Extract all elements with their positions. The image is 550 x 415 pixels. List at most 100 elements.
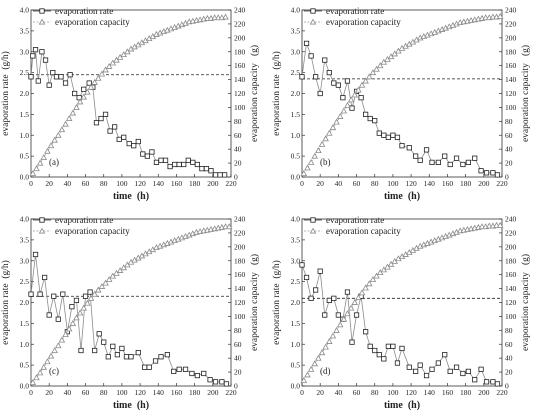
x-tick-label: 60 <box>82 179 90 188</box>
x-tick-label: 0 <box>300 179 304 188</box>
legend-capacity-label: evaporation capacity <box>55 17 130 27</box>
rate-point <box>322 57 328 63</box>
capacity-point <box>340 315 348 322</box>
rate-point <box>399 143 405 149</box>
y2-tick-label: 220 <box>505 228 517 237</box>
x-tick-label: 180 <box>460 388 472 397</box>
y2-tick-label: 160 <box>234 270 246 279</box>
capacity-point <box>87 83 95 90</box>
rate-point <box>349 105 355 111</box>
rate-point <box>87 289 93 295</box>
capacity-point <box>355 86 362 93</box>
rate-point <box>121 134 127 140</box>
y2-tick-label: 100 <box>505 312 517 321</box>
rate-point <box>190 159 196 165</box>
rate-point <box>472 155 478 161</box>
legend-rate-marker <box>39 217 45 223</box>
x-axis-label: time (h) <box>384 400 420 411</box>
x-axis-label: time (h) <box>384 191 420 202</box>
y2-tick-label: 220 <box>234 228 246 237</box>
series-line-evaporation-rate <box>301 43 498 176</box>
rate-point <box>385 343 391 349</box>
rate-point <box>222 172 228 178</box>
capacity-point <box>365 73 373 80</box>
rate-point <box>217 172 223 178</box>
y2-tick-label: 100 <box>234 103 246 112</box>
chart-panel-4: 0 20 40 60 80 100 120 140 160 180 200 2200.00.51.01… <box>271 215 531 412</box>
capacity-point <box>65 115 73 122</box>
capacity-point <box>322 343 329 350</box>
legend-capacity-marker <box>38 227 46 234</box>
rate-point <box>110 343 116 349</box>
rate-point <box>313 287 319 293</box>
capacity-point <box>344 101 351 108</box>
y-tick-label: 4.0 <box>20 215 30 224</box>
x-axis-label: time (h) <box>113 400 149 411</box>
y2-tick-label: 60 <box>234 340 242 349</box>
capacity-point <box>94 286 102 293</box>
x-tick-label: 100 <box>387 388 399 397</box>
y-tick-label: 2.0 <box>291 298 301 307</box>
x-tick-label: 40 <box>335 388 343 397</box>
capacity-point <box>380 266 388 273</box>
x-tick-label: 180 <box>189 179 201 188</box>
x-tick-label: 200 <box>207 388 219 397</box>
rate-point <box>82 293 89 299</box>
y-tick-label: 2.0 <box>20 298 30 307</box>
legend-rate-label: evaporation rate <box>55 6 113 16</box>
capacity-point <box>87 294 95 301</box>
y2-tick-label: 80 <box>505 326 513 335</box>
capacity-point <box>362 77 369 84</box>
rate-point <box>490 170 496 176</box>
rate-point <box>53 74 60 80</box>
capacity-point <box>369 69 377 76</box>
y2-tick-label: 80 <box>234 117 242 126</box>
y2-tick-label: 220 <box>234 19 246 28</box>
capacity-point <box>84 299 91 306</box>
y2-tick-label: 140 <box>505 75 517 84</box>
y-tick-label: 0.0 <box>291 173 301 182</box>
legend-rate-label: evaporation rate <box>55 215 113 225</box>
y2-tick-label: 20 <box>505 368 513 377</box>
capacity-point <box>76 98 84 105</box>
rate-point <box>149 149 155 155</box>
capacity-point <box>102 66 109 73</box>
rate-point <box>447 368 453 374</box>
x-tick-label: 100 <box>116 388 128 397</box>
x-tick-label: 0 <box>29 179 33 188</box>
rate-point <box>344 289 351 295</box>
rate-point <box>28 291 34 297</box>
rate-point <box>72 90 78 97</box>
plot-frame <box>30 9 232 178</box>
rate-point <box>394 134 401 140</box>
rate-point <box>199 166 205 172</box>
capacity-point <box>124 48 131 55</box>
series-line-evaporation-capacity <box>32 16 226 174</box>
y2-tick-label: 40 <box>505 145 513 154</box>
rate-point <box>413 368 419 374</box>
capacity-point <box>58 126 66 133</box>
x-tick-label: 140 <box>424 179 436 188</box>
rate-point <box>447 161 453 168</box>
y2-tick-label: 0 <box>505 173 509 182</box>
rate-point <box>363 111 369 117</box>
y-tick-label: 3.5 <box>291 235 301 244</box>
rate-point <box>212 172 219 178</box>
capacity-point <box>69 319 77 326</box>
capacity-point <box>98 70 106 77</box>
x-tick-label: 120 <box>134 179 146 188</box>
y-tick-label: 1.0 <box>291 131 301 140</box>
y2-tick-label: 80 <box>505 117 513 126</box>
capacity-point <box>54 342 62 349</box>
capacity-point <box>311 152 319 159</box>
rate-point <box>413 153 419 159</box>
capacity-point <box>69 109 77 116</box>
rate-point <box>340 95 346 101</box>
y2-tick-label: 200 <box>505 33 517 42</box>
plot-frame <box>301 9 503 178</box>
x-tick-label: 160 <box>442 179 454 188</box>
capacity-point <box>29 170 37 177</box>
x-tick-label: 120 <box>134 388 146 397</box>
x-tick-label: 200 <box>478 388 490 397</box>
capacity-point <box>36 369 44 376</box>
